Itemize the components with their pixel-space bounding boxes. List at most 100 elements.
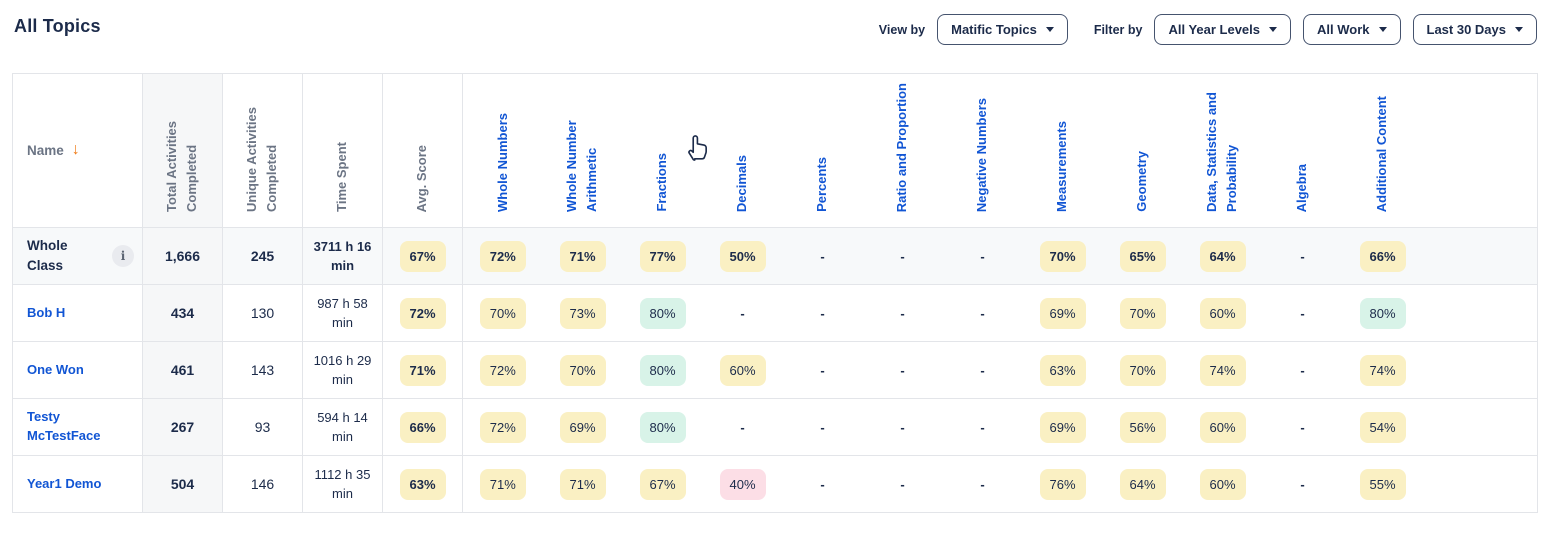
column-header-topic[interactable]: Whole Numbers xyxy=(462,73,543,228)
unique-activities-cell: 143 xyxy=(222,341,303,399)
no-score-dash: - xyxy=(900,419,905,435)
student-name-link[interactable]: One Won xyxy=(27,361,84,377)
column-header-topic[interactable]: Negative Numbers xyxy=(942,73,1023,228)
topic-score-cell: 80% xyxy=(622,398,703,456)
column-header-topic[interactable]: Algebra xyxy=(1262,73,1343,228)
topic-link[interactable]: Ratio and Proportion xyxy=(894,82,910,212)
topic-score-cell: 77% xyxy=(622,227,703,285)
date-range-dropdown[interactable]: Last 30 Days xyxy=(1412,14,1537,45)
name-cell: One Won xyxy=(12,341,143,399)
topic-score-cell: 70% xyxy=(1022,227,1103,285)
column-header-topic[interactable]: Additional Content xyxy=(1342,73,1423,228)
topic-score-cell: - xyxy=(782,227,863,285)
topic-score-badge: 60% xyxy=(1199,411,1246,443)
toolbar-controls: View by Matific Topics Filter by All Yea… xyxy=(879,14,1537,45)
avg-score-cell: 72% xyxy=(382,284,463,342)
topic-score-badge: 70% xyxy=(1039,240,1086,272)
topic-score-cell: 70% xyxy=(1102,341,1183,399)
info-icon[interactable]: i xyxy=(112,245,134,267)
header-filler-cell xyxy=(1422,73,1538,228)
topic-link[interactable]: Negative Numbers xyxy=(974,97,990,212)
topic-score-cell: - xyxy=(782,398,863,456)
topic-score-cell: 60% xyxy=(702,341,783,399)
column-header-topic[interactable]: Decimals xyxy=(702,73,783,228)
topic-score-badge: 60% xyxy=(719,354,766,386)
topic-score-badge: 56% xyxy=(1119,411,1166,443)
date-range-dropdown-value: Last 30 Days xyxy=(1426,22,1507,37)
student-name-link[interactable]: Testy McTestFace xyxy=(27,409,101,443)
column-header-topic[interactable]: Measurements xyxy=(1022,73,1103,228)
student-name-link[interactable]: Year1 Demo xyxy=(27,475,102,491)
avg-score-badge: 67% xyxy=(399,240,446,272)
topic-score-cell: 55% xyxy=(1342,455,1423,513)
topic-link[interactable]: Algebra xyxy=(1294,163,1310,212)
topic-link[interactable]: Data, Statistics and Probability xyxy=(1204,92,1240,212)
table-row: Testy McTestFace 267 93 594 h 14 min 66% 72% 6… xyxy=(12,398,1538,456)
topic-score-cell: - xyxy=(942,398,1023,456)
time-spent-cell: 987 h 58 min xyxy=(302,284,383,342)
no-score-dash: - xyxy=(900,476,905,492)
avg-score-badge: 63% xyxy=(399,468,446,500)
topic-link[interactable]: Fractions xyxy=(654,153,670,212)
topic-link[interactable]: Whole Numbers xyxy=(494,113,510,212)
topic-score-cell: 64% xyxy=(1182,227,1263,285)
column-header-total-activities[interactable]: Total Activities Completed xyxy=(142,73,223,228)
column-header-avg-score[interactable]: Avg. Score xyxy=(382,73,463,228)
year-levels-dropdown[interactable]: All Year Levels xyxy=(1154,14,1291,45)
topic-score-cell: 74% xyxy=(1342,341,1423,399)
topic-score-cell: 50% xyxy=(702,227,783,285)
sort-descending-icon[interactable]: ↓ xyxy=(71,141,80,158)
topic-score-cell: 80% xyxy=(622,284,703,342)
topic-score-cell: 71% xyxy=(542,455,623,513)
topic-score-cell: - xyxy=(862,455,943,513)
topic-score-cell: - xyxy=(1262,398,1343,456)
topic-link[interactable]: Additional Content xyxy=(1374,95,1390,212)
topic-score-cell: - xyxy=(942,284,1023,342)
chevron-down-icon xyxy=(1515,27,1523,32)
topic-link[interactable]: Percents xyxy=(814,157,830,212)
chevron-down-icon xyxy=(1378,27,1387,32)
topic-score-cell: 69% xyxy=(1022,284,1103,342)
topic-score-cell: - xyxy=(1262,341,1343,399)
topic-score-cell: 70% xyxy=(1102,284,1183,342)
column-header-name[interactable]: Name ↓ xyxy=(12,73,143,228)
column-header-topic[interactable]: Geometry xyxy=(1102,73,1183,228)
column-header-topic[interactable]: Ratio and Proportion xyxy=(862,73,943,228)
topic-score-cell: 56% xyxy=(1102,398,1183,456)
column-header-topic[interactable]: Whole Number Arithmetic xyxy=(542,73,623,228)
name-cell-content: Whole Class i xyxy=(27,236,134,275)
column-header-label: Avg. Score xyxy=(414,144,430,212)
column-header-topic[interactable]: Data, Statistics and Probability xyxy=(1182,73,1263,228)
view-by-dropdown[interactable]: Matific Topics xyxy=(937,14,1068,45)
avg-score-badge: 72% xyxy=(399,297,446,329)
topic-score-badge: 70% xyxy=(1119,297,1166,329)
column-header-topic[interactable]: Fractions xyxy=(622,73,703,228)
no-score-dash: - xyxy=(980,305,985,321)
avg-score-cell: 66% xyxy=(382,398,463,456)
topic-score-cell: 67% xyxy=(622,455,703,513)
no-score-dash: - xyxy=(980,476,985,492)
topic-score-cell: - xyxy=(1262,455,1343,513)
work-type-dropdown[interactable]: All Work xyxy=(1303,14,1401,45)
name-cell: Year1 Demo xyxy=(12,455,143,513)
topic-score-cell: 72% xyxy=(462,341,543,399)
topic-score-cell: - xyxy=(942,341,1023,399)
name-cell-content: Testy McTestFace xyxy=(27,408,134,446)
student-name-link[interactable]: Bob H xyxy=(27,304,66,320)
topic-score-cell: - xyxy=(1262,284,1343,342)
topic-link[interactable]: Measurements xyxy=(1054,120,1070,212)
column-header-topic[interactable]: Percents xyxy=(782,73,863,228)
topic-score-badge: 60% xyxy=(1199,297,1246,329)
topic-score-cell: 72% xyxy=(462,227,543,285)
topic-link[interactable]: Decimals xyxy=(734,154,750,212)
topic-score-badge: 80% xyxy=(639,354,686,386)
no-score-dash: - xyxy=(820,476,825,492)
total-activities-cell: 1,666 xyxy=(142,227,223,285)
column-header-time-spent[interactable]: Time Spent xyxy=(302,73,383,228)
header-row: Name ↓ Total Activities Completed Unique … xyxy=(12,73,1538,228)
column-header-unique-activities[interactable]: Unique Activities Completed xyxy=(222,73,303,228)
topic-score-badge: 60% xyxy=(1199,468,1246,500)
topic-link[interactable]: Whole Number Arithmetic xyxy=(564,120,600,212)
topic-link[interactable]: Geometry xyxy=(1134,151,1150,212)
topic-score-badge: 74% xyxy=(1199,354,1246,386)
